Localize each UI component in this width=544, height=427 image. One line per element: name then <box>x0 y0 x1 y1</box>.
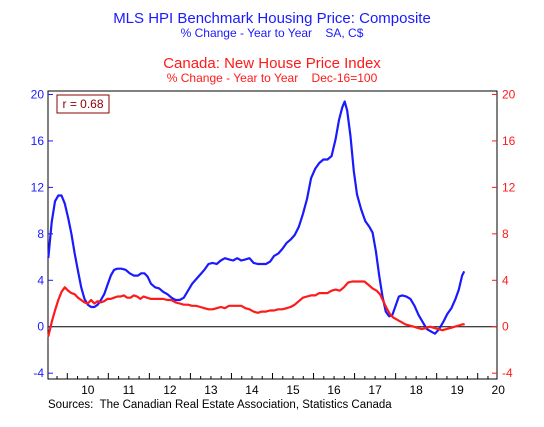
y-tick-label-left: 4 <box>37 273 44 287</box>
y-tick-label-right: 12 <box>502 180 516 194</box>
x-tick-label: 15 <box>286 383 300 397</box>
plot-frame <box>47 90 498 380</box>
y-tick-label-right: 4 <box>502 273 509 287</box>
x-tick-label: 12 <box>163 383 177 397</box>
x-tick-label: 18 <box>409 383 423 397</box>
y-tick-label-left: 16 <box>31 134 45 148</box>
chart-title: MLS HPI Benchmark Housing Price: Composi… <box>113 10 431 27</box>
series-line-mls-hpi <box>47 100 465 335</box>
x-tick-label: 19 <box>451 383 465 397</box>
x-tick-label: 11 <box>123 383 136 397</box>
y-tick-label-left: 12 <box>31 180 45 194</box>
y-tick-label-left: -4 <box>33 366 44 380</box>
y-tick-label-left: 20 <box>31 87 45 101</box>
chart-subtitle: % Change - Year to Year SA, C$ <box>180 26 364 40</box>
x-tick-label: 10 <box>81 383 95 397</box>
x-tick-label: 20 <box>492 383 506 397</box>
annotation-box <box>56 94 110 114</box>
y-tick-label-right: 16 <box>502 134 516 148</box>
x-tick-label: 14 <box>245 383 259 397</box>
source-note: Sources: The Canadian Real Estate Associ… <box>48 399 392 411</box>
y-tick-label-left: 0 <box>37 320 44 334</box>
y-tick-label-right: -4 <box>502 366 513 380</box>
correlation-annotation: r = 0.68 <box>62 97 103 111</box>
y-tick-label-left: 8 <box>37 227 44 241</box>
chart-subtitle-secondary: % Change - Year to Year Dec-16=100 <box>166 71 378 85</box>
x-tick-label: 13 <box>204 383 218 397</box>
y-tick-label-right: 20 <box>502 87 516 101</box>
y-tick-label-right: 8 <box>502 227 509 241</box>
x-tick-label: 17 <box>368 383 382 397</box>
chart-title-secondary: Canada: New House Price Index <box>163 55 381 72</box>
series-line-new-house-price-index <box>47 280 465 338</box>
y-tick-label-right: 0 <box>502 320 509 334</box>
x-tick-label: 16 <box>327 383 341 397</box>
